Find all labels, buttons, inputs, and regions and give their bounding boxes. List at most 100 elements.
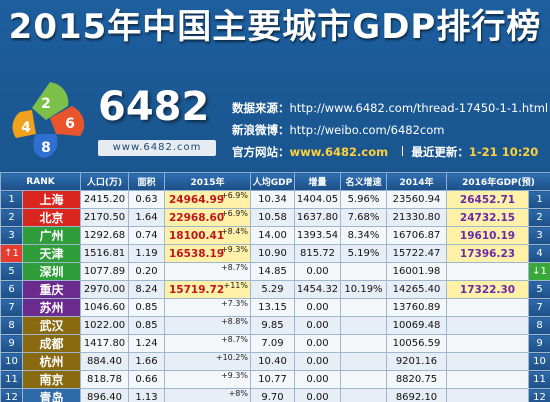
rank-2016-cell: 8 (527, 316, 550, 335)
rank-cell: 2 (0, 208, 23, 227)
increment-cell: 0.00 (294, 334, 341, 353)
gdp-2016-cell (446, 388, 529, 402)
area-cell: 0.63 (128, 190, 165, 209)
rank-cell: 1 (0, 190, 23, 209)
per-capita-cell: 10.90 (250, 244, 295, 263)
per-capita-cell: 14.00 (250, 226, 295, 245)
population-cell: 1417.80 (80, 334, 129, 353)
rank-cell: 11 (0, 370, 23, 389)
gdp-2016-cell: 17322.30 (446, 280, 529, 299)
logo-number: 6 (65, 116, 75, 132)
brand-name: 6482 (98, 84, 210, 130)
gdp-2015-cell: +10.2% (164, 352, 251, 371)
rank-2016-cell: 1 (527, 190, 550, 209)
area-cell: 0.20 (128, 262, 165, 281)
rank-2016-cell: 7 (527, 298, 550, 317)
gdp-2015-cell: 16538.19 +9.3% (164, 244, 251, 263)
gdp-2015-growth: +8.7% (220, 335, 248, 345)
gdp-2014-cell: 9201.16 (386, 352, 447, 371)
header-rank: RANK (0, 172, 81, 191)
logo-6482-icon: 2 4 6 8 (12, 82, 85, 158)
population-cell: 2415.20 (80, 190, 129, 209)
nominal-growth-cell: 8.34% (340, 226, 387, 245)
area-cell: 1.24 (128, 334, 165, 353)
population-cell: 1077.89 (80, 262, 129, 281)
rank-2016-cell: 4 (527, 244, 550, 263)
gdp-2015-growth: +10.2% (215, 353, 248, 363)
gdp-2015-cell: +8.7% (164, 334, 251, 353)
table-row: 5 深圳 1077.89 0.20 +8.7% 14.85 0.00 16001.98 ↓1 (0, 262, 550, 281)
increment-cell: 0.00 (294, 388, 341, 402)
area-cell: 1.13 (128, 388, 165, 402)
gdp-2015-growth: +6.9% (220, 209, 248, 219)
area-cell: 1.64 (128, 208, 165, 227)
increment-cell: 1454.32 (294, 280, 341, 299)
gdp-2015-cell: 18100.41 +8.4% (164, 226, 251, 245)
city-cell: 广州 (22, 226, 81, 245)
nominal-growth-cell (340, 370, 387, 389)
rank-cell: 7 (0, 298, 23, 317)
gdp-2015-growth: +9.3% (220, 371, 248, 381)
gdp-2015-growth: +8.8% (220, 317, 248, 327)
nominal-growth-cell (340, 298, 387, 317)
gdp-2015-cell: 15719.72 +11% (164, 280, 251, 299)
gdp-2014-cell: 10056.59 (386, 334, 447, 353)
per-capita-cell: 10.77 (250, 370, 295, 389)
increment-cell: 0.00 (294, 298, 341, 317)
gdp-2015-cell: +8.7% (164, 262, 251, 281)
header-population: 人口(万) (80, 172, 129, 191)
table-row: 3 广州 1292.68 0.74 18100.41 +8.4% 14.00 1393.54 8… (0, 226, 550, 245)
per-capita-cell: 5.29 (250, 280, 295, 299)
gdp-2015-growth: +8% (228, 389, 248, 399)
info-update-value: 1-21 10:20 (468, 145, 539, 159)
table-row: 7 苏州 1046.60 0.85 +7.3% 13.15 0.00 13760.89 7 (0, 298, 550, 317)
city-cell: 重庆 (22, 280, 81, 299)
rank-cell: 5 (0, 262, 23, 281)
logo-number: 4 (21, 120, 31, 136)
per-capita-cell: 10.58 (250, 208, 295, 227)
nominal-growth-cell (340, 352, 387, 371)
table-row: 9 成都 1417.80 1.24 +8.7% 7.09 0.00 10056.59 9 (0, 334, 550, 353)
header-gdp-2014: 2014年 (386, 172, 447, 191)
header-per-capita: 人均GDP (250, 172, 295, 191)
area-cell: 0.85 (128, 316, 165, 335)
gdp-2015-value: 18100.41 (169, 229, 225, 242)
info-weibo-link[interactable]: http://weibo.com/6482com (289, 123, 445, 137)
nominal-growth-cell: 5.19% (340, 244, 387, 263)
rank-cell: 8 (0, 316, 23, 335)
gdp-2015-growth: +11% (223, 281, 248, 291)
table-row: 1 上海 2415.20 0.63 24964.99 +6.9% 10.34 1404.05 5… (0, 190, 550, 209)
table-header: RANK 人口(万) 面积 2015年 人均GDP 增量 名义增速 2014年 … (0, 172, 550, 191)
info-site-link[interactable]: www.6482.com (289, 145, 389, 159)
increment-cell: 0.00 (294, 352, 341, 371)
rank-2016-cell: 9 (527, 334, 550, 353)
gdp-2015-value: 15719.72 (169, 283, 225, 296)
gdp-2015-cell: +8% (164, 388, 251, 402)
gdp-2014-cell: 21330.80 (386, 208, 447, 227)
city-cell: 上海 (22, 190, 81, 209)
population-cell: 896.40 (80, 388, 129, 402)
rank-cell: 10 (0, 352, 23, 371)
rank-cell: 12 (0, 388, 23, 402)
city-cell: 北京 (22, 208, 81, 227)
gdp-2014-cell: 15722.47 (386, 244, 447, 263)
population-cell: 2970.00 (80, 280, 129, 299)
info-site-label: 官方网站： (232, 145, 290, 159)
nominal-growth-cell: 5.96% (340, 190, 387, 209)
per-capita-cell: 10.40 (250, 352, 295, 371)
rank-2016-cell: 2 (527, 208, 550, 227)
gdp-2016-cell: 24732.15 (446, 208, 529, 227)
increment-cell: 0.00 (294, 370, 341, 389)
header-area: 面积 (128, 172, 165, 191)
population-cell: 818.78 (80, 370, 129, 389)
rank-2016-cell: 5 (527, 280, 550, 299)
brand-url[interactable]: www.6482.com (98, 140, 216, 156)
gdp-2015-growth: +8.7% (220, 263, 248, 273)
gdp-2014-cell: 14265.40 (386, 280, 447, 299)
nominal-growth-cell: 10.19% (340, 280, 387, 299)
rank-cell: 9 (0, 334, 23, 353)
city-cell: 深圳 (22, 262, 81, 281)
info-source-link[interactable]: http://www.6482.com/thread-17450-1-1.htm… (289, 101, 549, 115)
gdp-ranking-table: RANK 人口(万) 面积 2015年 人均GDP 增量 名义增速 2014年 … (0, 172, 550, 402)
population-cell: 1046.60 (80, 298, 129, 317)
